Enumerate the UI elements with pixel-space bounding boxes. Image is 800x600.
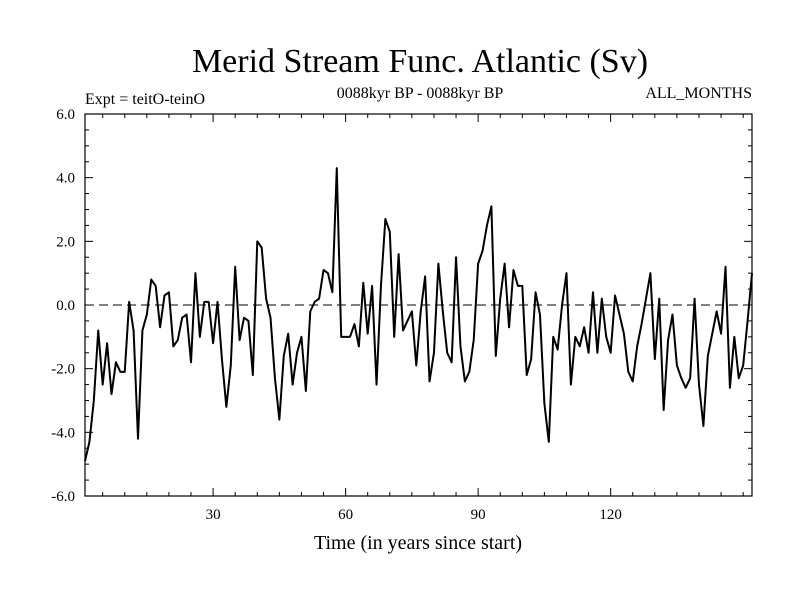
y-tick-label: -4.0	[51, 425, 75, 441]
x-tick-label: 30	[206, 507, 221, 523]
y-tick-label: -6.0	[51, 489, 75, 505]
x-tick-label: 120	[599, 507, 622, 523]
x-tick-label: 60	[338, 507, 353, 523]
period-label: 0088kyr BP - 0088kyr BP	[337, 85, 504, 102]
x-axis-label: Time (in years since start)	[314, 532, 522, 554]
season-label: ALL_MONTHS	[645, 85, 752, 102]
y-tick-label: 0.0	[56, 298, 75, 314]
y-tick-label: 4.0	[56, 171, 75, 187]
y-tick-label: 6.0	[56, 107, 75, 123]
experiment-label: Expt = teitO-teinO	[85, 91, 205, 108]
plot-frame	[84, 113, 753, 497]
x-tick-label: 90	[471, 507, 486, 523]
x-tick-labels: 30 60 90 120	[206, 507, 622, 523]
series-group	[84, 167, 753, 462]
y-tick-label: 2.0	[56, 234, 75, 250]
y-tick-labels: -6.0 -4.0 -2.0 0.0 2.0 4.0 6.0	[51, 107, 75, 505]
chart-title: Merid Stream Func. Atlantic (Sv)	[192, 43, 648, 80]
series-line-0	[84, 167, 753, 462]
y-tick-label: -2.0	[51, 362, 75, 378]
